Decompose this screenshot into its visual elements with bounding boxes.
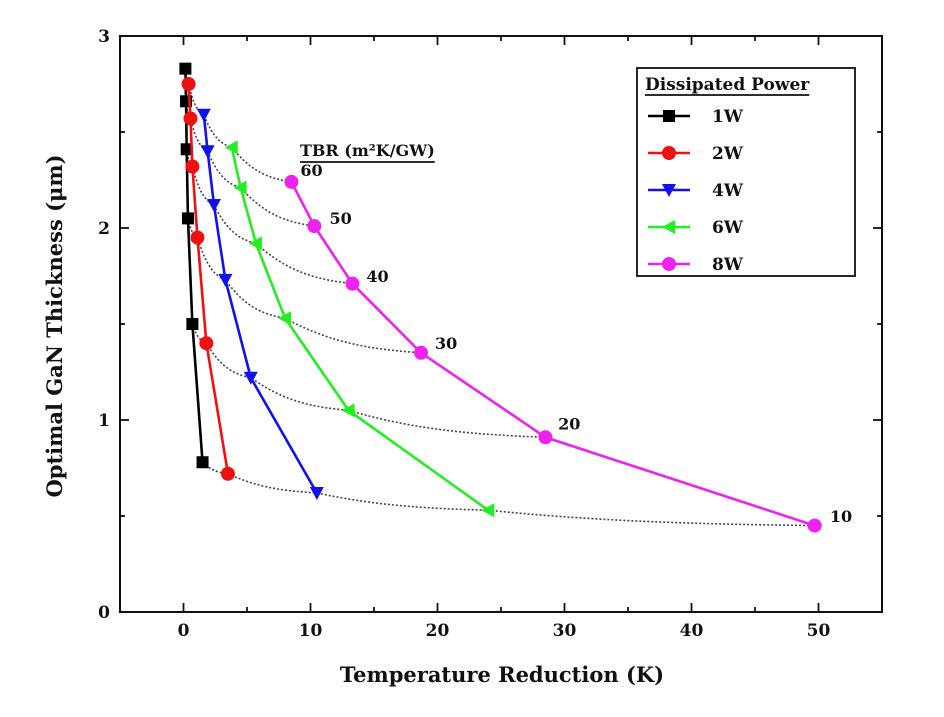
data-point-4W xyxy=(309,486,324,500)
x-tick-label: 0 xyxy=(178,621,190,641)
x-tick-label: 30 xyxy=(553,621,577,641)
legend-marker-2W xyxy=(662,146,676,160)
data-point-8W xyxy=(413,345,428,360)
tbr-label-20: 20 xyxy=(558,415,580,434)
tbr-label-60: 60 xyxy=(300,161,322,180)
series-8W xyxy=(284,174,822,533)
legend-label-1W: 1W xyxy=(712,107,744,127)
data-point-1W xyxy=(181,212,194,225)
data-point-6W xyxy=(278,311,292,326)
data-point-8W xyxy=(538,430,553,445)
series-6W xyxy=(224,140,495,518)
data-point-1W xyxy=(180,143,193,156)
data-point-4W xyxy=(206,198,221,212)
legend: Dissipated Power 1W 2W 4W 6W 8W xyxy=(636,67,856,277)
legend-box xyxy=(636,67,856,277)
data-point-8W xyxy=(307,219,322,234)
data-point-2W xyxy=(183,111,198,126)
data-point-8W xyxy=(345,276,360,291)
series-4W xyxy=(196,108,324,500)
data-point-4W xyxy=(218,273,233,287)
series-1W xyxy=(179,62,209,469)
x-tick-label: 10 xyxy=(299,621,323,641)
tbr-label-30: 30 xyxy=(435,334,457,353)
data-point-4W xyxy=(196,108,211,122)
x-tick-label: 50 xyxy=(807,621,831,641)
data-point-6W xyxy=(481,503,495,518)
x-tick-label: 20 xyxy=(426,621,450,641)
y-tick-label: 3 xyxy=(98,27,110,47)
series-line-4W xyxy=(202,114,318,494)
data-point-2W xyxy=(220,466,235,481)
series-line-8W xyxy=(290,181,816,527)
data-point-6W xyxy=(341,403,355,418)
legend-label-4W: 4W xyxy=(712,181,744,201)
series-line-6W xyxy=(230,147,490,512)
tbr-label-40: 40 xyxy=(366,267,388,286)
data-point-2W xyxy=(190,230,205,245)
data-point-1W xyxy=(179,62,192,75)
legend-marker-6W xyxy=(662,220,675,234)
legend-title: Dissipated Power xyxy=(645,75,810,95)
legend-label-6W: 6W xyxy=(712,218,744,238)
legend-marker-1W xyxy=(663,110,675,122)
tbr-label-10: 10 xyxy=(830,507,852,526)
data-point-8W xyxy=(284,174,299,189)
legend-label-2W: 2W xyxy=(712,144,744,164)
series-2W xyxy=(181,77,235,481)
legend-marker-8W xyxy=(662,257,676,271)
data-point-4W xyxy=(243,371,258,385)
data-point-6W xyxy=(233,180,247,195)
legend-label-8W: 8W xyxy=(712,255,744,275)
data-point-6W xyxy=(248,236,262,251)
data-point-1W xyxy=(196,456,209,469)
y-tick-label: 0 xyxy=(98,603,110,623)
y-axis-label: Optimal GaN Thickness (μm) xyxy=(42,154,67,497)
legend-marker-4W xyxy=(662,184,676,197)
tbr-title: TBR (m²K/GW) xyxy=(300,141,435,160)
data-point-2W xyxy=(199,336,214,351)
x-tick-label: 40 xyxy=(680,621,704,641)
data-point-2W xyxy=(181,77,196,91)
series-group xyxy=(179,62,822,533)
y-tick-label: 2 xyxy=(98,219,110,239)
data-point-2W xyxy=(185,159,200,174)
data-point-1W xyxy=(186,318,199,330)
x-axis-label: Temperature Reduction (K) xyxy=(340,662,664,687)
tbr-label-50: 50 xyxy=(330,209,352,228)
data-point-6W xyxy=(224,140,238,155)
y-tick-label: 1 xyxy=(98,411,110,431)
axis-ticks: 0 10 20 30 40 50 0 1 2 3 xyxy=(98,27,883,641)
data-point-4W xyxy=(200,145,215,159)
tbr-annotations: TBR (m²K/GW) 60 50 40 30 20 10 xyxy=(300,141,852,526)
data-point-8W xyxy=(807,518,822,533)
